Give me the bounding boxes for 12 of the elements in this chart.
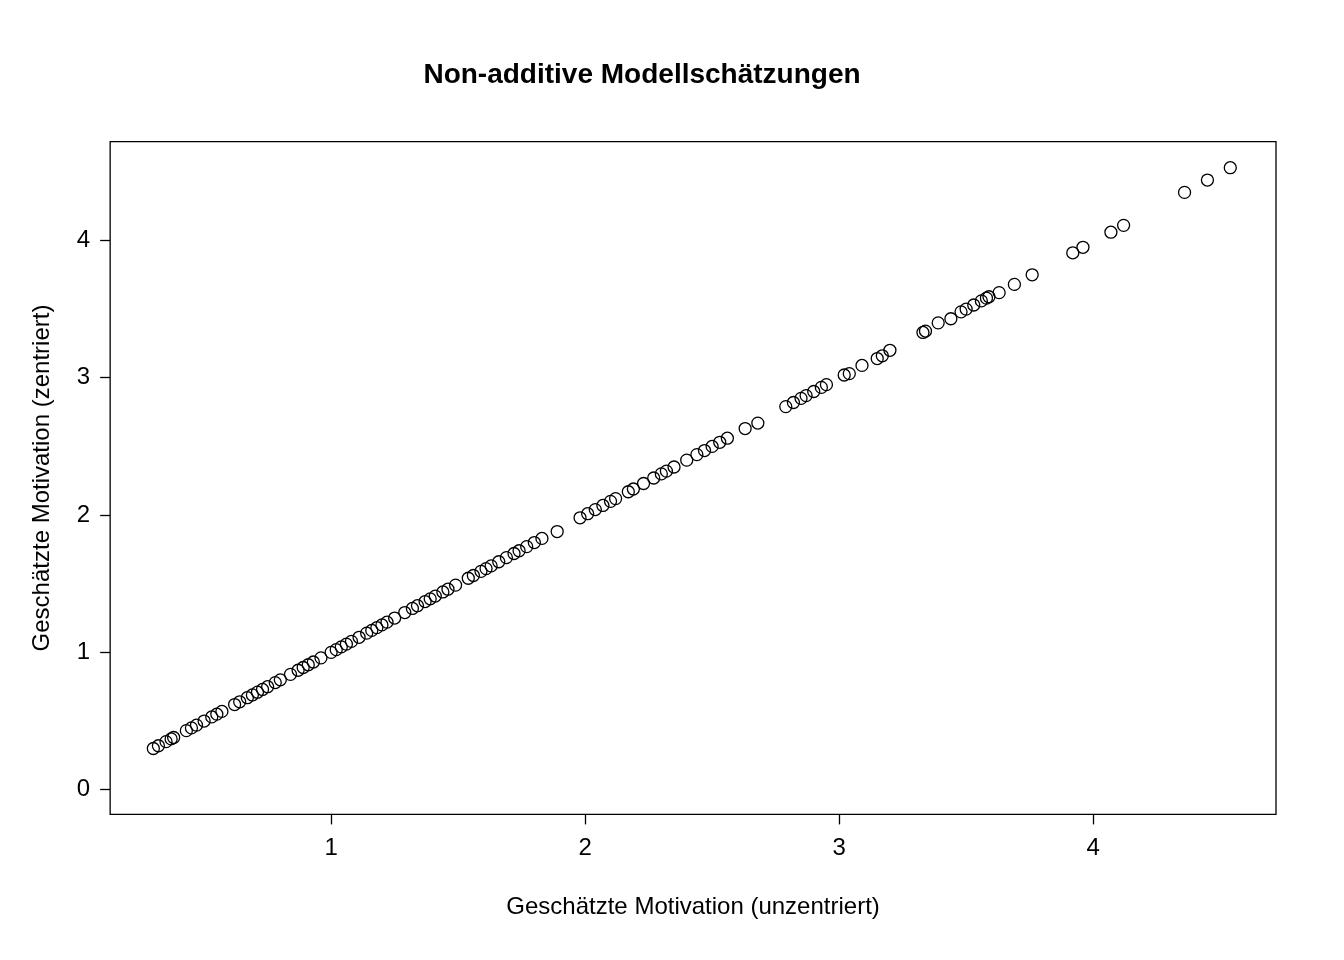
y-tick-label: 0 <box>76 774 91 802</box>
y-axis-title: Geschätzte Motivation (zentriert) <box>27 304 55 652</box>
y-tick-label: 3 <box>76 362 91 390</box>
x-tick-label: 3 <box>832 833 846 861</box>
y-tick-label: 4 <box>76 225 91 253</box>
x-tick-label: 4 <box>1086 833 1100 861</box>
x-axis-title: Geschätzte Motivation (unzentriert) <box>506 892 880 920</box>
y-tick-label: 2 <box>76 499 91 527</box>
x-tick-label: 1 <box>324 833 338 861</box>
y-tick-label: 1 <box>76 637 91 664</box>
x-tick-label: 2 <box>578 833 592 861</box>
chart-title: Non-additive Modellschätzungen <box>423 57 861 89</box>
